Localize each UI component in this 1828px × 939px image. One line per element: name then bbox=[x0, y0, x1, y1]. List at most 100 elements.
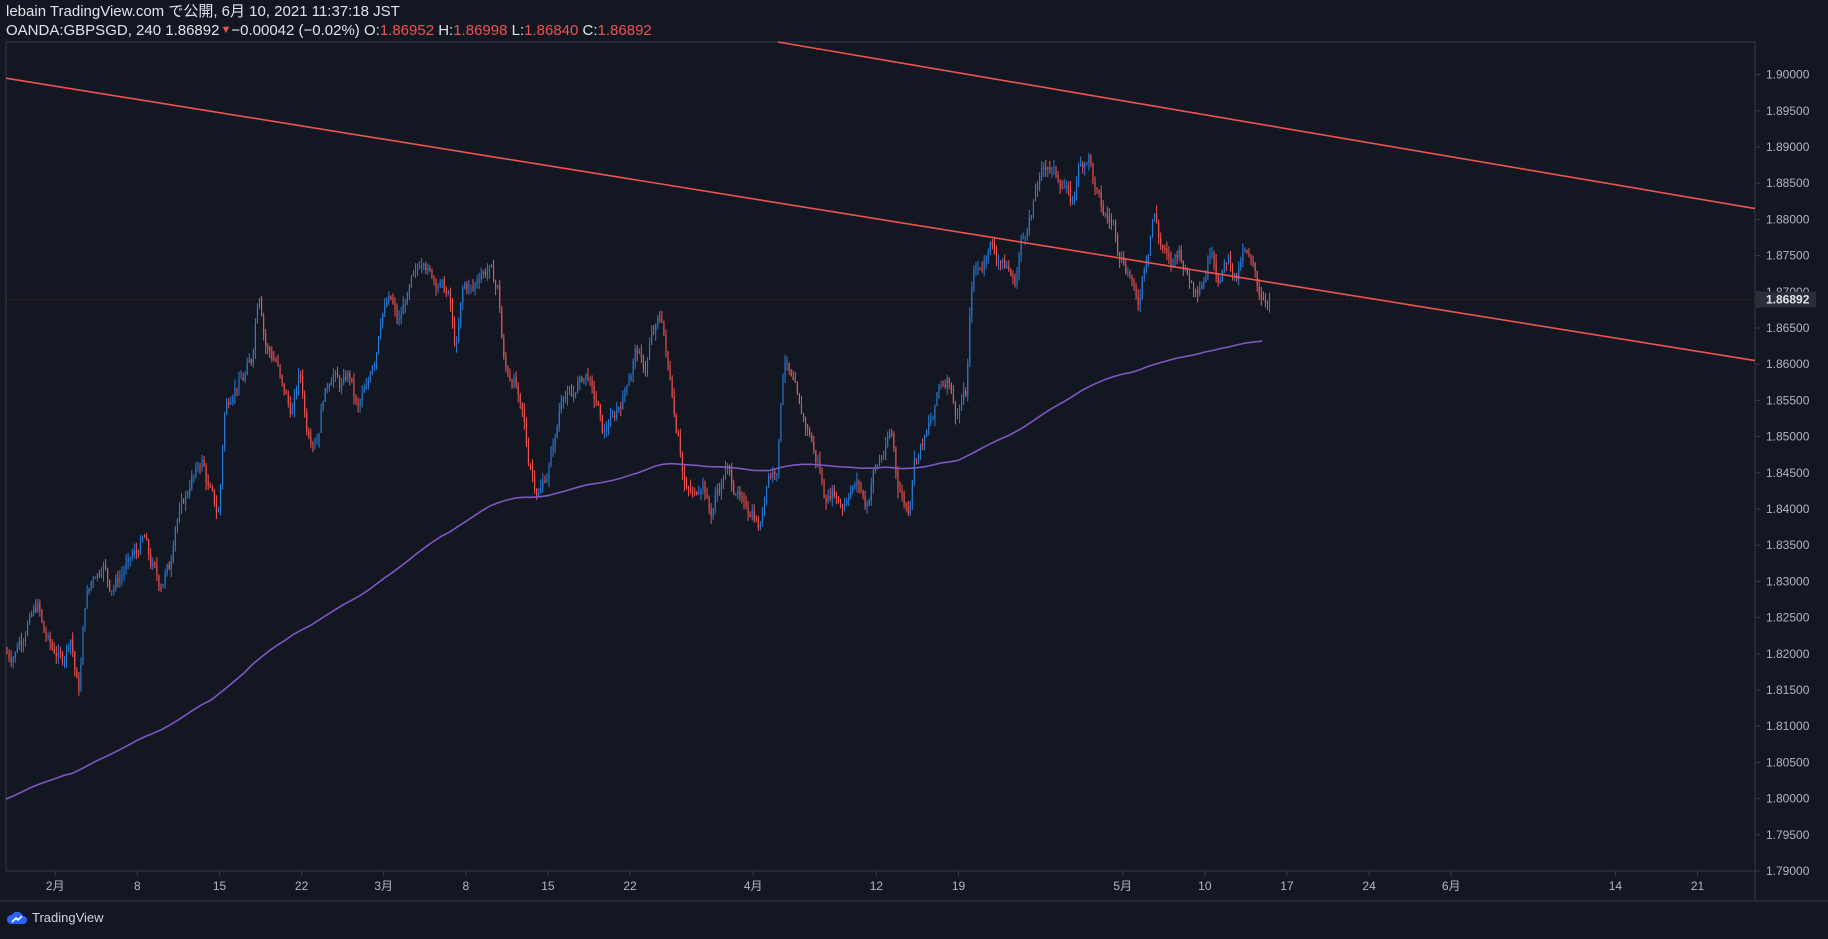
candle-body bbox=[213, 489, 215, 504]
candle-body bbox=[148, 540, 150, 555]
candle-body bbox=[156, 564, 158, 576]
candle-body bbox=[737, 491, 739, 494]
candle-body bbox=[971, 287, 973, 315]
y-tick-label: 1.85000 bbox=[1766, 430, 1810, 444]
candle-body bbox=[12, 658, 14, 662]
candle-body bbox=[983, 261, 985, 270]
candle-body bbox=[1170, 257, 1172, 265]
candle-body bbox=[1067, 185, 1069, 189]
candle-body bbox=[995, 252, 998, 262]
candle-body bbox=[940, 384, 942, 386]
candle-body bbox=[614, 416, 616, 418]
candle-body bbox=[1192, 283, 1195, 291]
candle-body bbox=[792, 376, 794, 380]
candle-body bbox=[554, 436, 556, 447]
candle-body bbox=[653, 331, 655, 333]
candle-body bbox=[538, 492, 540, 496]
candle-body bbox=[1004, 259, 1006, 269]
candle-body bbox=[65, 646, 68, 660]
candle-body bbox=[57, 652, 59, 657]
candle-body bbox=[1024, 236, 1026, 238]
candle-body bbox=[1217, 275, 1219, 284]
candle-body bbox=[768, 476, 770, 487]
candle-body bbox=[72, 639, 74, 652]
symbol-label[interactable]: OANDA:GBPSGD, 240 bbox=[6, 22, 162, 39]
candle-body bbox=[638, 352, 640, 354]
candle-body bbox=[96, 573, 98, 578]
candle-body bbox=[285, 391, 287, 395]
candle-body bbox=[694, 491, 696, 493]
tradingview-logo[interactable]: TradingView bbox=[6, 910, 104, 925]
candle-body bbox=[355, 395, 357, 403]
candle-body bbox=[435, 280, 437, 288]
candle-body bbox=[1223, 262, 1225, 270]
candle-body bbox=[811, 434, 813, 442]
candle-body bbox=[222, 446, 224, 485]
candle-body bbox=[932, 418, 934, 420]
candle-body bbox=[917, 453, 920, 460]
candle-body bbox=[872, 470, 874, 486]
candle-body bbox=[318, 432, 320, 442]
candle-body bbox=[763, 496, 766, 515]
candle-body bbox=[708, 498, 710, 510]
candle-body bbox=[295, 388, 298, 396]
candle-body bbox=[178, 510, 181, 520]
candle-body bbox=[371, 366, 373, 375]
candle-body bbox=[29, 616, 31, 623]
candle-body bbox=[1266, 302, 1269, 305]
candle-body bbox=[1082, 163, 1084, 168]
lower-trendline[interactable] bbox=[5, 77, 1756, 362]
candle-body bbox=[380, 323, 382, 337]
candle-body bbox=[26, 622, 29, 635]
y-tick-label: 1.84500 bbox=[1766, 466, 1810, 480]
candle-body bbox=[1123, 257, 1125, 265]
candle-body bbox=[92, 578, 94, 582]
candle-body bbox=[878, 459, 881, 466]
candle-body bbox=[710, 509, 712, 516]
candle-body bbox=[384, 306, 386, 314]
candle-body bbox=[1209, 255, 1211, 259]
candle-body bbox=[597, 401, 599, 406]
candle-body bbox=[109, 579, 111, 591]
candle-body bbox=[423, 264, 425, 266]
candle-body bbox=[441, 279, 443, 281]
x-tick-label: 3月 bbox=[374, 879, 393, 893]
candle-body bbox=[1012, 275, 1014, 277]
candle-body bbox=[961, 401, 963, 410]
candle-body bbox=[144, 536, 146, 538]
moving-average-line bbox=[5, 340, 1263, 800]
candle-body bbox=[577, 382, 579, 393]
candle-body bbox=[392, 299, 394, 304]
candle-body bbox=[1133, 280, 1135, 287]
candle-body bbox=[507, 367, 509, 374]
candle-body bbox=[1102, 206, 1104, 215]
candle-body bbox=[1168, 252, 1170, 258]
candle-body bbox=[187, 493, 189, 496]
candle-body bbox=[706, 493, 708, 499]
candle-body bbox=[1106, 214, 1108, 217]
candle-body bbox=[1043, 167, 1045, 169]
candle-body bbox=[476, 280, 478, 284]
candle-body bbox=[1094, 181, 1096, 189]
candle-body bbox=[573, 393, 575, 397]
candle-body bbox=[897, 471, 899, 490]
candle-body bbox=[687, 487, 690, 489]
candle-body bbox=[1219, 279, 1221, 284]
candle-body bbox=[1149, 235, 1152, 255]
candle-body bbox=[837, 496, 839, 503]
candle-body bbox=[673, 396, 675, 415]
candle-body bbox=[1014, 276, 1016, 286]
candle-body bbox=[94, 577, 96, 579]
candle-body bbox=[449, 291, 451, 305]
candle-body bbox=[146, 537, 148, 541]
candle-body bbox=[1213, 253, 1215, 263]
candle-body bbox=[942, 384, 944, 386]
candle-body bbox=[922, 443, 924, 445]
candle-body bbox=[1227, 256, 1230, 264]
upper-trendline[interactable] bbox=[777, 41, 1756, 210]
candle-body bbox=[692, 491, 694, 493]
candle-body bbox=[166, 564, 168, 574]
candle-body bbox=[141, 536, 144, 541]
candle-body bbox=[236, 387, 238, 389]
